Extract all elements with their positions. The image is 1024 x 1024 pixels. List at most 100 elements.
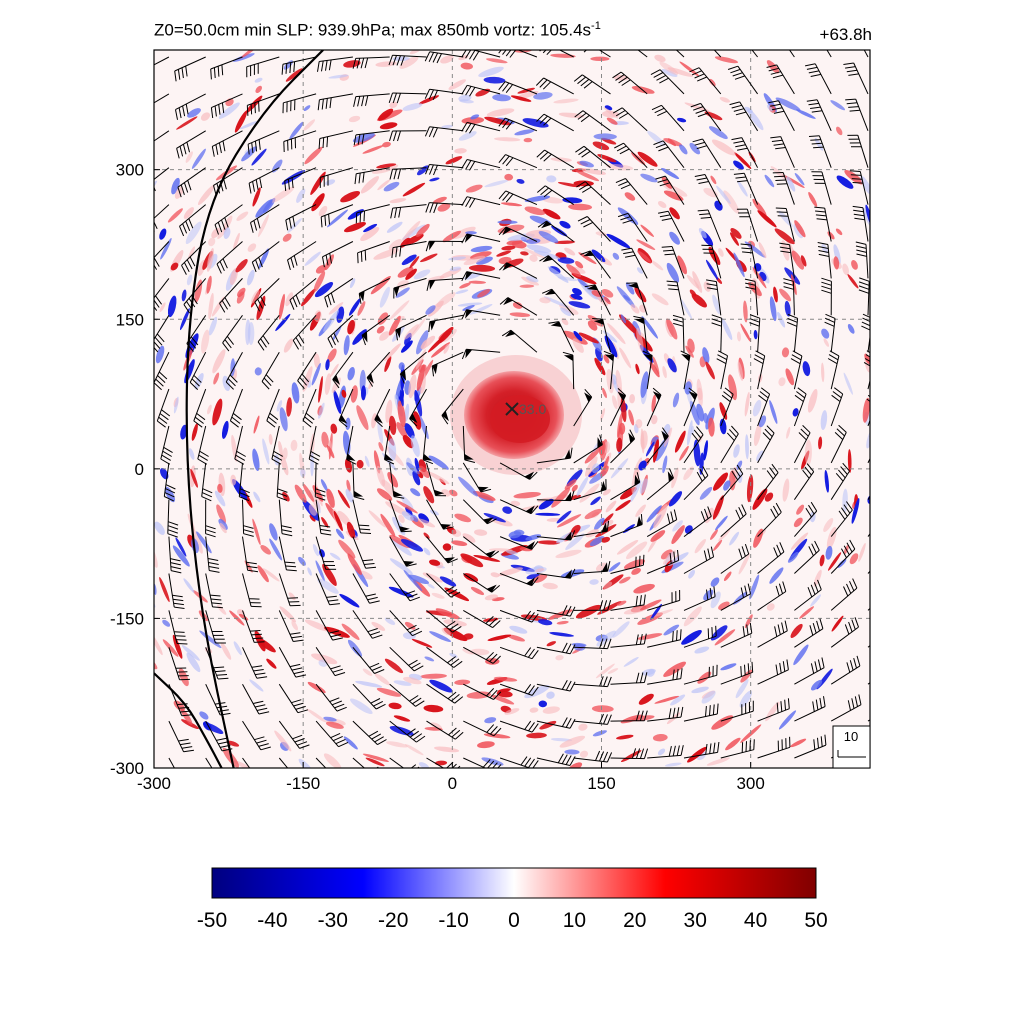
wind-barb — [694, 174, 722, 205]
wind-barb — [793, 425, 811, 464]
wind-barb — [319, 167, 354, 188]
wind-barb — [278, 647, 307, 678]
wind-barb — [573, 520, 610, 538]
wind-barb — [462, 536, 499, 558]
wind-barb — [757, 387, 771, 427]
wind-barb — [463, 683, 502, 700]
wind-barb — [276, 462, 288, 501]
wind-barb — [498, 190, 538, 206]
wind-barb — [610, 514, 643, 538]
wind-barb — [536, 185, 574, 206]
wind-barb — [539, 50, 574, 58]
colorbar-tick-label: -40 — [257, 909, 287, 932]
wind-barb — [683, 703, 719, 722]
wind-barb — [389, 462, 405, 499]
wind-barb — [266, 388, 280, 428]
wind-barb — [793, 463, 815, 500]
wind-barb — [428, 314, 464, 333]
wind-barb — [389, 499, 412, 533]
wind-barb — [389, 646, 424, 672]
wind-barb — [852, 205, 869, 242]
wind-barb — [205, 720, 233, 752]
wind-barb — [426, 277, 464, 291]
wind-barb — [830, 424, 847, 464]
wind-barb — [830, 501, 853, 537]
wind-barb — [499, 536, 539, 550]
x-tick-label: -300 — [137, 774, 171, 793]
wind-barb — [683, 426, 704, 464]
wind-barb — [646, 427, 669, 464]
wind-barb — [580, 250, 611, 279]
wind-barb — [242, 647, 268, 679]
wind-barb — [156, 388, 171, 428]
wind-barb — [441, 388, 464, 425]
wind-barb — [175, 93, 206, 120]
wind-barb — [463, 609, 501, 629]
wind-barb — [610, 633, 647, 648]
wind-barb — [154, 167, 170, 192]
wind-barb — [461, 196, 501, 208]
wind-barb — [353, 130, 390, 146]
center-marker-label: 33.0 — [519, 401, 546, 417]
wind-barb — [242, 610, 265, 643]
wind-barb — [278, 720, 310, 749]
wind-barb — [573, 713, 612, 725]
wind-barb — [757, 425, 775, 464]
wind-barb — [683, 586, 716, 611]
colorbar-tick-label: 10 — [563, 909, 586, 932]
wind-barb — [621, 247, 648, 279]
wind-barb — [424, 126, 464, 138]
wind-barb — [426, 646, 463, 668]
wind-barb — [498, 117, 538, 132]
wind-barb — [647, 629, 682, 648]
wind-barb — [788, 50, 795, 58]
wind-barb — [729, 101, 759, 132]
wind-barb — [573, 638, 612, 650]
wind-barb — [425, 202, 464, 214]
wind-barb — [384, 425, 395, 465]
wind-barb — [197, 425, 209, 465]
wind-barb — [539, 255, 575, 279]
wind-barb — [610, 594, 646, 611]
x-tick-label: 150 — [587, 774, 615, 793]
wind-barb — [683, 387, 698, 427]
wind-barb — [234, 425, 246, 465]
wind-barb — [689, 67, 722, 95]
wind-barb — [242, 757, 251, 768]
wind-barb — [672, 314, 685, 353]
wind-barb — [242, 573, 262, 608]
wind-barb — [154, 351, 170, 391]
wind-barb — [757, 463, 779, 501]
wind-barb — [374, 388, 391, 428]
reference-vector-label: 10 — [844, 729, 858, 744]
storm-center: 33.0 — [505, 401, 546, 417]
wind-barb — [315, 499, 332, 536]
colorbar-tick-label: 40 — [744, 909, 767, 932]
wind-barb — [794, 501, 818, 537]
wind-barb — [388, 92, 427, 104]
wind-barb — [461, 271, 501, 282]
wind-barb — [766, 64, 795, 95]
contour-line — [185, 50, 324, 768]
wind-barb — [352, 499, 372, 534]
wind-barb — [779, 242, 795, 279]
wind-barb — [573, 560, 611, 574]
wind-barb — [238, 462, 250, 502]
contour-line — [154, 672, 223, 768]
y-tick-label: 300 — [116, 161, 144, 180]
wind-barb — [315, 536, 337, 570]
wind-barb — [713, 50, 722, 58]
wind-barb — [222, 315, 243, 352]
wind-barb — [205, 573, 223, 609]
wind-barb — [292, 314, 317, 350]
wind-barb — [167, 499, 179, 538]
wind-barb — [308, 425, 321, 465]
wind-barb — [332, 351, 354, 389]
colorbar-tick-label: -10 — [438, 909, 468, 932]
wind-barb — [610, 672, 648, 685]
wind-barb — [246, 56, 280, 78]
y-tick-label: -300 — [110, 759, 144, 778]
wind-barb — [821, 277, 832, 316]
wind-barb — [867, 607, 870, 611]
wind-barb — [283, 130, 317, 153]
